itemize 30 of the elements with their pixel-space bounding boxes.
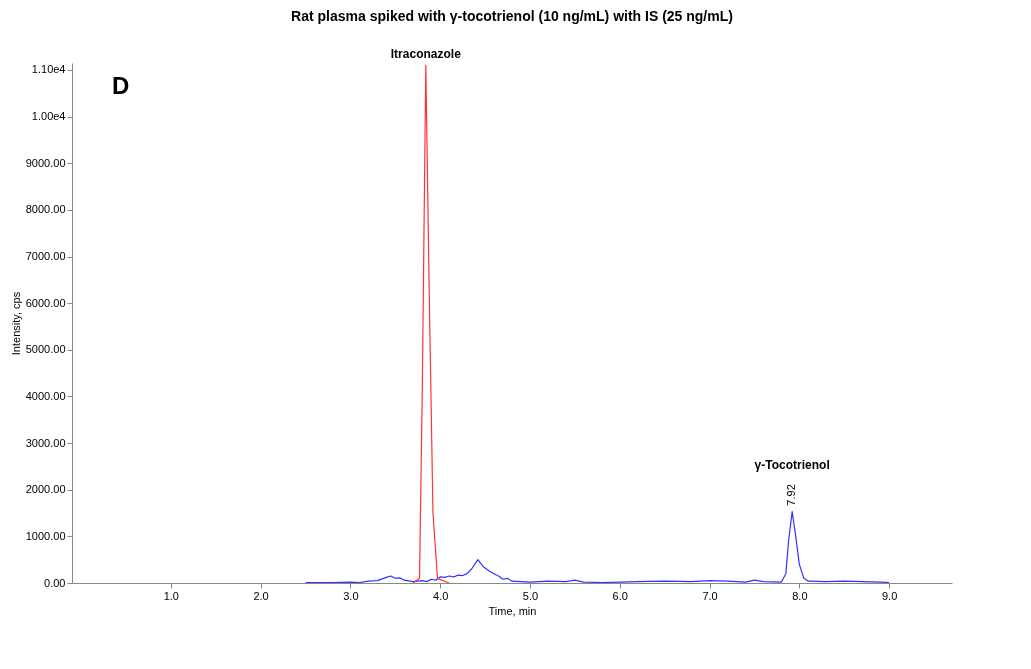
y-tick-label: 8000.00 xyxy=(25,203,66,216)
x-tick-label: 3.0 xyxy=(343,589,359,602)
x-axis-title: Time, min xyxy=(488,604,537,617)
x-tick-label: 9.0 xyxy=(881,589,898,602)
x-tick-label: 6.0 xyxy=(612,589,628,602)
annotation: γ-Tocotrienol xyxy=(754,457,830,472)
annotation: 7.92 xyxy=(785,484,798,506)
y-tick-label: 0.00 xyxy=(44,576,66,589)
chart-title: Rat plasma spiked with γ-tocotrienol (10 ng/mL) with IS (25 ng/mL) xyxy=(291,8,733,25)
x-tick-label: 8.0 xyxy=(792,589,808,602)
x-tick-label: 2.0 xyxy=(253,589,269,602)
y-axis-title: Intensity, cps xyxy=(9,291,22,356)
x-tick-label: 7.0 xyxy=(702,589,718,602)
line-series xyxy=(304,511,890,583)
y-tick-label: 6000.00 xyxy=(25,296,66,309)
y-tick-label: 5000.00 xyxy=(25,343,66,356)
line-series xyxy=(412,64,450,583)
y-tick-label: 1.10e4 xyxy=(31,63,66,76)
y-tick-label: 4000.00 xyxy=(25,389,66,402)
x-tick-label: 1.0 xyxy=(163,589,179,602)
y-tick-label: 2000.00 xyxy=(25,483,66,496)
annotation: Itraconazole xyxy=(390,47,462,62)
y-tick-label: 3000.00 xyxy=(25,436,66,449)
y-tick-label: 9000.00 xyxy=(25,156,66,169)
y-tick-label: 1.00e4 xyxy=(31,110,66,123)
y-tick-label: 1000.00 xyxy=(25,529,66,542)
annotation: D xyxy=(112,72,130,99)
y-tick-label: 7000.00 xyxy=(25,250,66,263)
x-tick-label: 5.0 xyxy=(522,589,539,602)
x-tick-label: 4.0 xyxy=(433,589,449,602)
